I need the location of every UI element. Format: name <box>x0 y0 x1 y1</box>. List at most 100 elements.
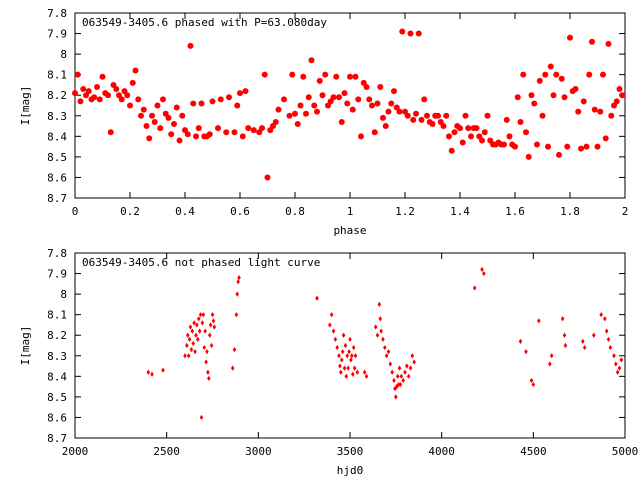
data-point <box>94 84 100 90</box>
data-point <box>237 275 241 281</box>
data-point <box>215 125 221 132</box>
data-point <box>531 100 538 107</box>
data-point <box>206 131 213 138</box>
data-point <box>415 30 422 37</box>
data-point <box>617 365 622 371</box>
data-point <box>264 174 271 181</box>
data-point <box>556 151 562 158</box>
data-point <box>459 139 466 146</box>
data-point <box>393 386 397 392</box>
data-point <box>188 324 193 330</box>
data-point <box>196 316 201 322</box>
data-point <box>503 116 510 123</box>
data-point <box>355 96 362 103</box>
y-tick-label: 7.8 <box>47 7 67 20</box>
data-point <box>578 145 584 152</box>
data-point <box>536 77 543 84</box>
data-point <box>520 71 527 78</box>
data-point <box>250 127 257 134</box>
data-point <box>581 338 585 344</box>
y-axis-label: I[mag] <box>19 86 32 126</box>
data-point <box>580 98 587 105</box>
data-point <box>583 143 590 150</box>
data-point <box>176 137 183 144</box>
data-point <box>300 73 307 80</box>
data-point <box>308 57 315 64</box>
data-point <box>381 336 385 342</box>
data-point <box>190 328 195 334</box>
data-point <box>311 102 318 109</box>
data-point <box>613 98 620 105</box>
data-point <box>337 353 341 359</box>
data-point <box>514 94 521 101</box>
data-point <box>203 328 207 334</box>
data-point <box>236 279 240 285</box>
data-point <box>619 92 626 99</box>
data-point <box>107 129 114 136</box>
chart-title: 063549-3405.6 not phased light curve <box>82 256 320 269</box>
data-point <box>597 108 604 115</box>
data-point <box>242 88 249 95</box>
data-point <box>383 344 387 351</box>
data-point <box>537 318 541 324</box>
data-point <box>190 100 197 107</box>
data-point <box>553 71 560 78</box>
data-point <box>72 90 78 97</box>
data-point <box>575 108 582 115</box>
x-tick-label: 4500 <box>520 445 547 458</box>
data-point <box>179 112 186 119</box>
data-point <box>353 353 358 359</box>
data-point <box>157 125 164 132</box>
data-point <box>600 71 606 78</box>
x-tick-label: 1.2 <box>395 205 415 218</box>
y-tick-label: 8.1 <box>47 69 67 82</box>
data-point <box>330 94 337 101</box>
data-point <box>586 71 593 78</box>
data-point <box>209 342 214 349</box>
y-tick-label: 7.8 <box>47 247 67 260</box>
data-point <box>160 96 166 103</box>
data-point <box>315 295 319 301</box>
data-point <box>397 365 402 371</box>
data-point <box>457 125 463 132</box>
data-point <box>405 363 409 369</box>
data-point <box>339 369 343 375</box>
data-point <box>608 344 613 351</box>
data-point <box>348 336 352 342</box>
data-point <box>207 332 212 338</box>
x-tick-label: 5000 <box>612 445 639 458</box>
data-point <box>531 381 536 388</box>
data-point <box>560 316 565 322</box>
data-point <box>366 96 373 103</box>
data-point <box>212 324 217 330</box>
data-point <box>335 344 339 351</box>
data-point <box>322 71 329 78</box>
data-point <box>339 357 344 363</box>
data-point <box>328 322 332 328</box>
data-point <box>347 73 353 80</box>
data-point <box>480 266 484 273</box>
data-point <box>192 320 196 326</box>
data-point <box>140 106 147 113</box>
data-point <box>105 92 111 99</box>
data-point <box>186 353 191 359</box>
data-point <box>275 106 282 113</box>
data-point <box>259 125 265 132</box>
data-point <box>399 373 404 379</box>
data-point <box>512 143 518 150</box>
data-point <box>413 110 419 117</box>
data-point <box>373 324 378 330</box>
data-point <box>150 371 154 377</box>
data-point <box>199 414 204 421</box>
y-axis-label: I[mag] <box>19 326 32 366</box>
data-point <box>473 125 480 132</box>
data-point <box>408 365 413 371</box>
data-point <box>375 332 380 338</box>
data-point <box>211 318 216 324</box>
data-point <box>314 108 320 115</box>
data-point <box>74 71 81 78</box>
data-point <box>391 88 397 95</box>
data-point <box>378 316 383 322</box>
data-point <box>124 92 131 99</box>
